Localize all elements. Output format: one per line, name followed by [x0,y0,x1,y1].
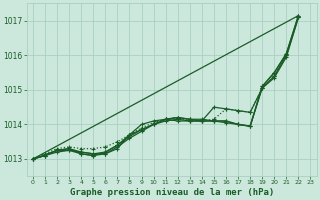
X-axis label: Graphe pression niveau de la mer (hPa): Graphe pression niveau de la mer (hPa) [69,188,274,197]
